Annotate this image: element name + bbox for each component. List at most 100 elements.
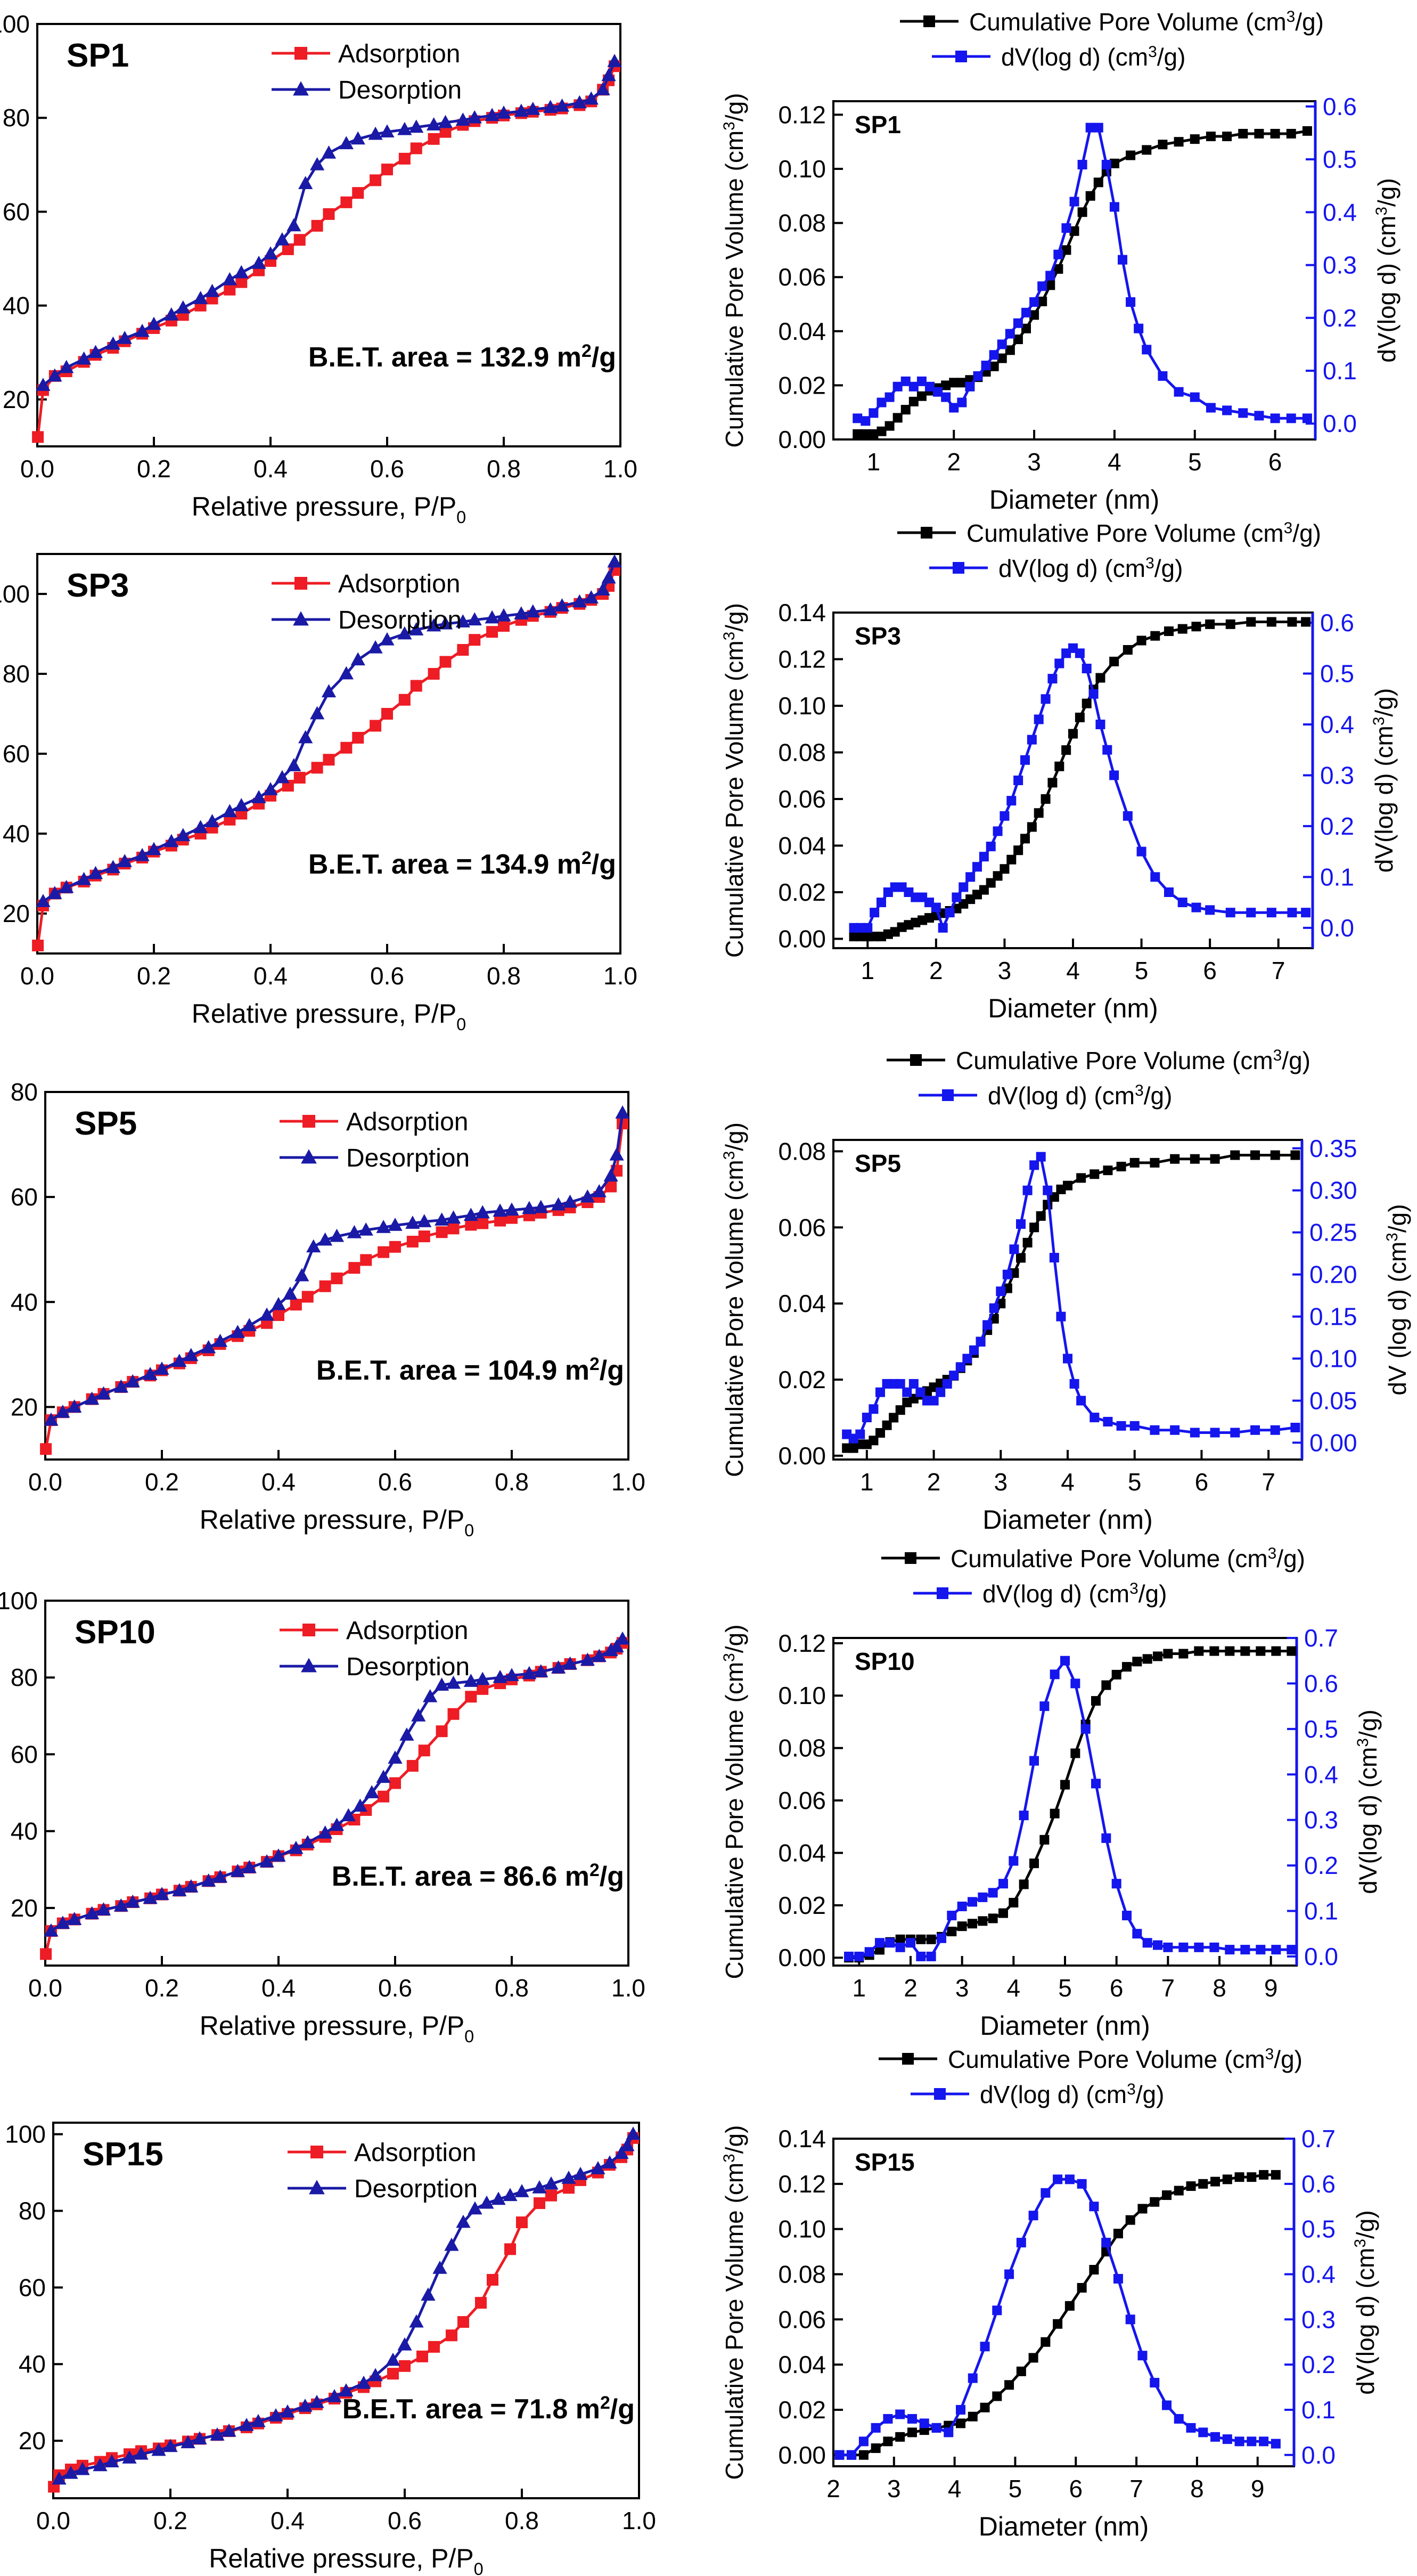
- data-point: [1190, 134, 1200, 144]
- data-point: [242, 1318, 257, 1332]
- x-tick-label: 3: [994, 1468, 1008, 1496]
- y2-tick-label: 0.4: [1301, 2260, 1336, 2288]
- data-point: [418, 1230, 430, 1243]
- data-point: [895, 1934, 905, 1944]
- data-point: [378, 1246, 390, 1258]
- data-point: [1019, 1879, 1029, 1889]
- data-point: [551, 1660, 566, 1674]
- data-point: [580, 1652, 595, 1666]
- data-point: [1036, 1152, 1046, 1162]
- data-point: [456, 2214, 471, 2228]
- data-point: [1053, 264, 1063, 274]
- legend-label-part: Cumulative Pore Volume (cm: [956, 1047, 1273, 1074]
- data-point: [275, 232, 290, 246]
- data-point: [438, 115, 453, 128]
- data-point: [1029, 297, 1039, 307]
- panel-label: SP3: [67, 567, 129, 604]
- data-point: [134, 2446, 149, 2460]
- data-point: [1063, 1180, 1072, 1191]
- data-point: [1222, 2434, 1232, 2444]
- data-point: [1259, 2170, 1269, 2180]
- data-point: [1029, 1160, 1039, 1170]
- data-point: [406, 1760, 419, 1772]
- data-point: [1004, 2380, 1014, 2390]
- y-tick-label: 0.00: [778, 1944, 826, 1971]
- bet-annotation-part: /g: [600, 1355, 624, 1386]
- x-tick-label: 4: [948, 2475, 962, 2502]
- data-point: [931, 2423, 941, 2433]
- data-point: [1016, 2366, 1026, 2376]
- data-point: [323, 208, 335, 220]
- x-axis-label: Relative pressure, P/P0: [200, 1505, 474, 1540]
- data-point: [428, 2341, 440, 2353]
- data-point: [113, 1379, 128, 1393]
- data-point: [965, 381, 975, 392]
- legend-marker: [923, 15, 935, 27]
- data-point: [282, 243, 294, 255]
- y-axis-label-part: /g): [720, 603, 748, 632]
- data-point: [1142, 1654, 1152, 1664]
- data-point: [417, 1214, 432, 1227]
- data-point: [1045, 271, 1055, 281]
- x-tick-label: 5: [1009, 2475, 1022, 2502]
- data-point: [1034, 714, 1044, 724]
- x-tick-label: 0.6: [378, 1468, 412, 1496]
- data-point: [339, 136, 354, 150]
- y-axis-label-part: 3: [720, 2154, 738, 2163]
- data-point: [1041, 2188, 1051, 2198]
- data-point: [184, 1879, 199, 1893]
- data-point: [543, 602, 558, 616]
- data-point: [271, 1297, 286, 1310]
- data-point: [496, 105, 511, 119]
- data-point: [436, 1725, 448, 1738]
- x-tick-label: 0.4: [261, 1468, 296, 1496]
- y-tick-label: 40: [11, 1817, 38, 1845]
- y-tick-label: 0.06: [778, 1787, 826, 1814]
- data-point: [439, 656, 452, 668]
- data-point: [154, 1887, 169, 1901]
- y-axis-label-part: /g): [720, 2125, 748, 2154]
- x-tick-label: 0.8: [487, 962, 521, 990]
- data-point: [222, 2423, 236, 2437]
- data-point: [514, 606, 529, 619]
- data-point: [1050, 1808, 1060, 1819]
- data-point: [1205, 619, 1215, 629]
- x-tick-label: 6: [1268, 448, 1282, 476]
- legend-label: dV(log d) (cm3/g): [1001, 43, 1185, 71]
- data-point: [543, 100, 558, 113]
- data-point: [358, 1222, 373, 1236]
- data-point: [601, 68, 616, 81]
- y2-axis-label-part: dV(log d) (cm: [1370, 725, 1398, 873]
- data-point: [55, 1915, 70, 1929]
- data-point: [545, 2189, 557, 2202]
- data-point: [1164, 887, 1174, 897]
- data-point: [916, 391, 927, 401]
- data-point: [1037, 296, 1047, 306]
- data-point: [1047, 778, 1058, 788]
- data-point: [1286, 413, 1296, 423]
- y-tick-label: 100: [5, 2121, 46, 2148]
- data-point: [1089, 2202, 1099, 2212]
- data-point: [1205, 905, 1215, 915]
- data-point: [348, 1262, 361, 1274]
- x-axis-label: Diameter (nm): [988, 993, 1158, 1023]
- y2-tick-label: 0.00: [1309, 1429, 1357, 1456]
- data-point: [1238, 128, 1248, 138]
- data-point: [895, 2409, 905, 2419]
- data-point: [96, 1386, 111, 1400]
- data-point: [222, 804, 237, 818]
- data-point: [1041, 794, 1051, 804]
- y-tick-label: 0.02: [778, 1366, 826, 1393]
- data-point: [1113, 2229, 1123, 2239]
- data-point: [455, 614, 470, 627]
- data-point: [84, 1391, 100, 1405]
- data-point: [380, 124, 395, 138]
- data-point: [356, 2375, 371, 2389]
- data-point: [1004, 2269, 1014, 2279]
- data-point: [1116, 1162, 1126, 1171]
- data-point: [1082, 664, 1092, 673]
- data-point: [1101, 1680, 1111, 1690]
- data-point: [327, 2389, 342, 2402]
- x-tick-label: 4: [1066, 957, 1080, 984]
- data-point: [1174, 2186, 1184, 2196]
